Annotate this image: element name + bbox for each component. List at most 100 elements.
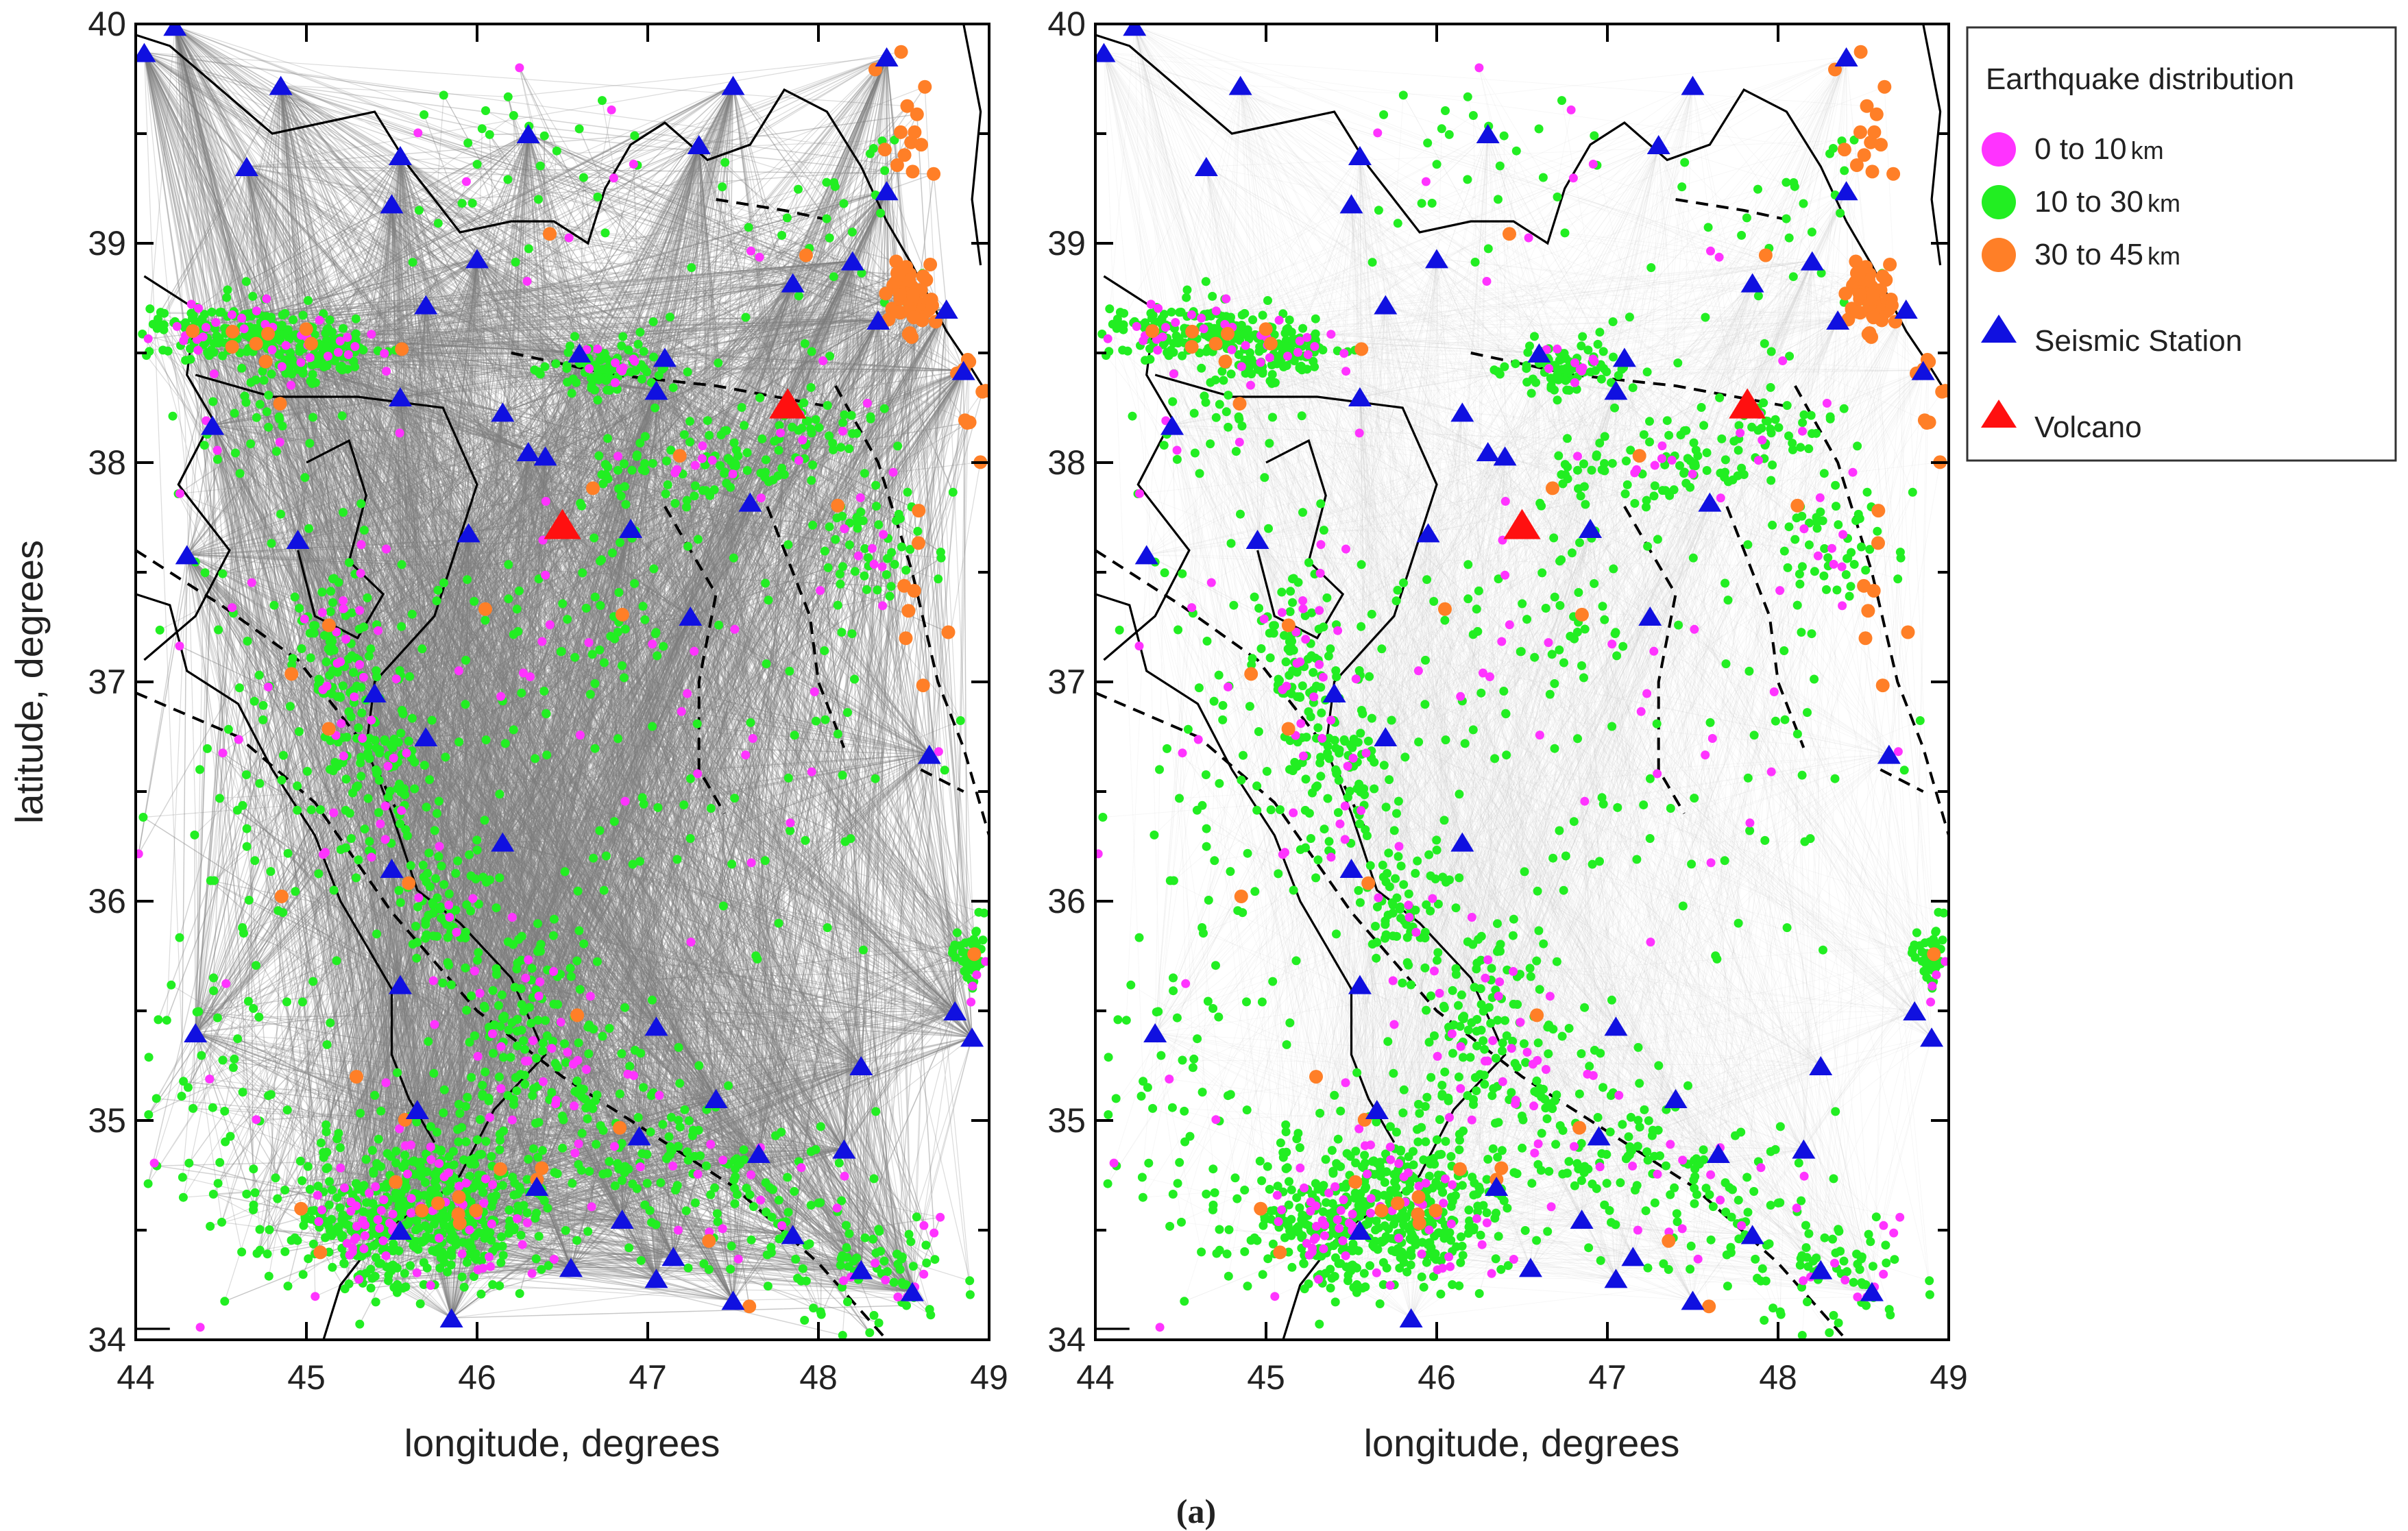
earthquake-intermediate xyxy=(1812,428,1821,438)
earthquake-intermediate xyxy=(1803,1297,1812,1307)
earthquake-shallow xyxy=(1509,967,1518,976)
earthquake-shallow xyxy=(613,452,622,461)
earthquake-shallow xyxy=(1483,1056,1492,1066)
earthquake-intermediate xyxy=(512,1027,522,1036)
earthquake-shallow xyxy=(1827,543,1836,553)
earthquake-deep xyxy=(249,336,263,351)
earthquake-shallow xyxy=(376,819,385,829)
earthquake-shallow xyxy=(1211,306,1221,316)
earthquake-intermediate xyxy=(1712,954,1722,964)
earthquake-intermediate xyxy=(1766,1201,1775,1210)
earthquake-intermediate xyxy=(755,393,765,402)
earthquake-intermediate xyxy=(470,1272,478,1282)
earthquake-intermediate xyxy=(1199,929,1208,938)
earthquake-intermediate xyxy=(407,713,417,723)
earthquake-deep xyxy=(299,322,313,336)
fault-line xyxy=(1880,768,1924,793)
earthquake-intermediate xyxy=(936,553,946,563)
earthquake-shallow xyxy=(1706,858,1716,868)
fault-line xyxy=(1725,506,1805,748)
earthquake-intermediate xyxy=(823,401,832,411)
earthquake-intermediate xyxy=(594,451,604,461)
earthquake-intermediate xyxy=(195,765,204,774)
earthquake-intermediate xyxy=(463,1240,473,1249)
earthquake-intermediate xyxy=(1215,1225,1224,1234)
seismic-station-icon xyxy=(388,146,412,165)
earthquake-intermediate xyxy=(531,754,540,763)
earthquake-intermediate xyxy=(1497,1146,1507,1155)
earthquake-intermediate xyxy=(1839,1256,1849,1266)
earthquake-shallow xyxy=(570,1101,579,1111)
earthquake-shallow xyxy=(1317,733,1327,743)
earthquake-shallow xyxy=(264,682,273,691)
earthquake-intermediate xyxy=(179,1077,188,1086)
earthquake-intermediate xyxy=(1457,1013,1467,1022)
earthquake-intermediate xyxy=(1430,1232,1439,1241)
earthquake-intermediate xyxy=(1768,461,1777,469)
earthquake-shallow xyxy=(1553,344,1562,354)
earthquake-intermediate xyxy=(1550,744,1559,753)
earthquake-deep xyxy=(226,324,240,339)
earthquake-intermediate xyxy=(1548,853,1558,863)
earthquake-intermediate xyxy=(1103,1179,1112,1188)
earthquake-shallow xyxy=(1411,927,1421,937)
earthquake-intermediate xyxy=(1487,1091,1497,1101)
seismic-station-icon xyxy=(184,1023,208,1042)
earthquake-intermediate xyxy=(539,131,549,140)
earthquake-intermediate xyxy=(255,1225,265,1234)
earthquake-shallow xyxy=(1311,1233,1320,1242)
earthquake-intermediate xyxy=(714,358,723,368)
earthquake-intermediate xyxy=(1372,1117,1381,1127)
earthquake-intermediate xyxy=(441,752,450,762)
earthquake-intermediate xyxy=(853,524,862,533)
earthquake-shallow xyxy=(334,347,343,357)
earthquake-intermediate xyxy=(1774,423,1784,432)
earthquake-intermediate xyxy=(1254,347,1264,356)
earthquake-intermediate xyxy=(1304,1279,1313,1288)
earthquake-intermediate xyxy=(1650,1198,1659,1208)
earthquake-intermediate xyxy=(869,1174,879,1184)
earthquake-intermediate xyxy=(443,933,452,942)
earthquake-intermediate xyxy=(1319,526,1328,535)
earthquake-shallow xyxy=(461,177,471,186)
seismic-station-icon xyxy=(380,859,404,878)
earthquake-intermediate xyxy=(249,1200,258,1210)
earthquake-intermediate xyxy=(366,644,376,654)
earthquake-intermediate xyxy=(254,1012,264,1022)
earthquake-shallow xyxy=(202,323,210,332)
earthquake-intermediate xyxy=(1414,737,1424,747)
earthquake-intermediate xyxy=(474,899,483,909)
earthquake-intermediate xyxy=(1496,1264,1506,1274)
earthquake-intermediate xyxy=(1322,593,1332,602)
earthquake-shallow xyxy=(1278,850,1287,859)
earthquake-shallow xyxy=(1311,1201,1321,1211)
earthquake-shallow xyxy=(378,1236,388,1245)
earthquake-intermediate xyxy=(1396,1145,1406,1155)
earthquake-intermediate xyxy=(1702,466,1712,475)
earthquake-intermediate xyxy=(1255,1156,1265,1166)
earthquake-intermediate xyxy=(531,1053,541,1063)
earthquake-intermediate xyxy=(1402,1213,1411,1222)
earthquake-intermediate xyxy=(495,873,504,883)
earthquake-intermediate xyxy=(419,110,429,119)
earthquake-intermediate xyxy=(868,1234,877,1244)
earthquake-intermediate xyxy=(1822,585,1831,594)
earthquake-intermediate xyxy=(465,850,474,859)
earthquake-intermediate xyxy=(1689,438,1699,448)
earthquake-intermediate xyxy=(1673,358,1683,368)
earthquake-intermediate xyxy=(524,1155,533,1164)
earthquake-intermediate xyxy=(744,223,753,232)
earthquake-intermediate xyxy=(1563,463,1572,471)
earthquake-intermediate xyxy=(324,1200,334,1210)
earthquake-intermediate xyxy=(1119,320,1128,330)
earthquake-intermediate xyxy=(773,471,783,480)
earthquake-intermediate xyxy=(1165,876,1175,885)
earthquake-intermediate xyxy=(138,813,148,822)
earthquake-intermediate xyxy=(274,350,284,359)
earthquake-deep xyxy=(1273,1245,1287,1260)
earthquake-intermediate xyxy=(1908,944,1917,954)
earthquake-intermediate xyxy=(192,1007,202,1017)
earthquake-intermediate xyxy=(1419,1155,1428,1164)
earthquake-shallow xyxy=(1498,1077,1507,1086)
earthquake-shallow xyxy=(1246,380,1255,390)
